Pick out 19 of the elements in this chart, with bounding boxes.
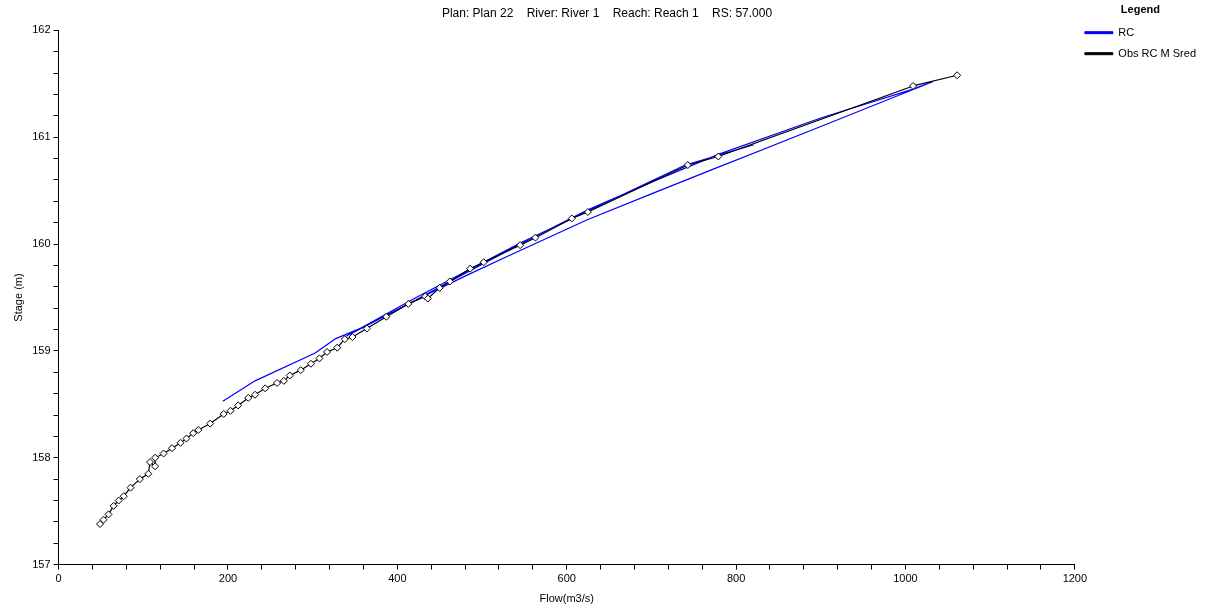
x-tick-label: 400 xyxy=(388,572,407,585)
x-tick-label: 600 xyxy=(557,572,576,585)
legend-label: RC xyxy=(1118,25,1135,38)
y-tick-label: 158 xyxy=(32,450,51,463)
x-tick-label: 0 xyxy=(55,572,62,585)
y-tick-label: 157 xyxy=(32,557,51,570)
chart-title: Plan: Plan 22 River: River 1 Reach: Reach 1 RS: 57.000 xyxy=(441,5,773,20)
y-tick-label: 160 xyxy=(32,237,51,250)
x-tick-label: 200 xyxy=(218,572,238,585)
legend-title: Legend xyxy=(1120,2,1160,15)
y-tick-label: 161 xyxy=(32,130,51,143)
x-tick-label: 1200 xyxy=(1062,572,1088,585)
legend-label: Obs RC M Sred xyxy=(1118,46,1197,59)
y-tick-label: 162 xyxy=(32,23,51,36)
x-tick-label: 800 xyxy=(726,572,746,585)
y-axis-title: Stage (m) xyxy=(11,273,24,322)
x-tick-label: 1000 xyxy=(893,572,918,585)
x-axis-title: Flow(m3/s) xyxy=(539,592,594,605)
y-tick-label: 159 xyxy=(32,343,51,356)
